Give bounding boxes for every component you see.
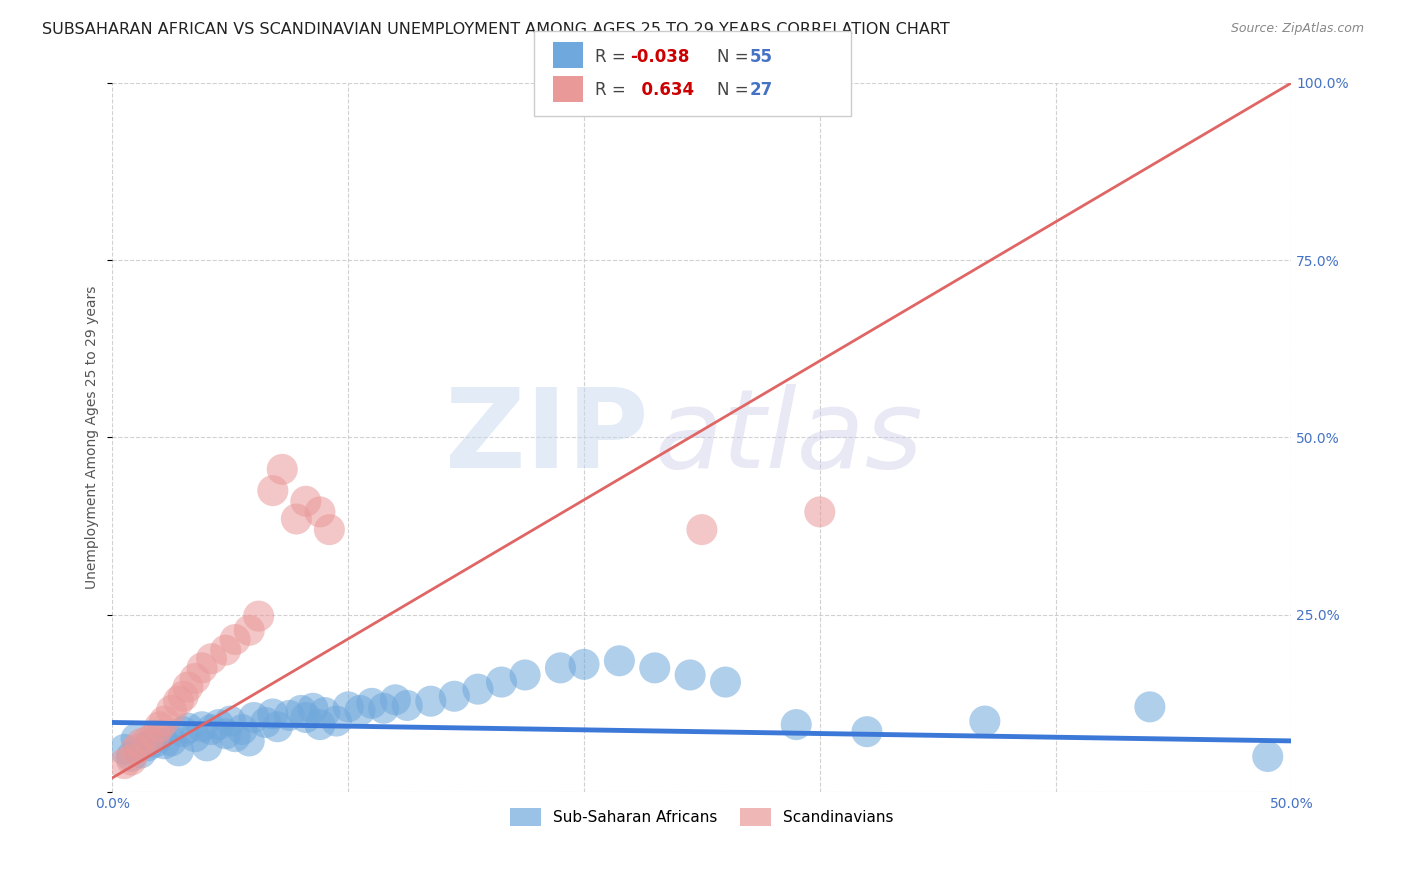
Point [973, 714, 995, 728]
Text: N =: N = [717, 48, 754, 66]
Point [679, 668, 702, 682]
Text: R =: R = [595, 81, 631, 99]
Point [200, 651, 222, 665]
Point [266, 720, 288, 734]
Point [360, 696, 382, 710]
Point [309, 505, 332, 519]
Point [856, 724, 879, 739]
Point [419, 694, 441, 708]
Point [136, 739, 159, 753]
Point [224, 730, 246, 744]
Point [184, 672, 207, 686]
Point [177, 680, 200, 694]
Point [125, 731, 148, 746]
Y-axis label: Unemployment Among Ages 25 to 29 years: Unemployment Among Ages 25 to 29 years [86, 285, 100, 589]
Point [160, 703, 183, 717]
Point [200, 723, 222, 737]
Point [143, 728, 166, 742]
Text: ZIP: ZIP [446, 384, 648, 491]
Text: 0.634: 0.634 [630, 81, 695, 99]
Point [120, 749, 142, 764]
Point [243, 710, 266, 724]
Point [172, 724, 194, 739]
Point [808, 505, 831, 519]
Point [1139, 699, 1161, 714]
Point [207, 717, 229, 731]
Point [278, 708, 301, 723]
Point [215, 643, 238, 657]
Point [550, 661, 572, 675]
Point [129, 746, 152, 760]
Text: -0.038: -0.038 [630, 48, 689, 66]
Point [309, 717, 332, 731]
Point [153, 737, 176, 751]
Point [290, 703, 312, 717]
Point [443, 690, 465, 704]
Point [467, 682, 489, 697]
Text: atlas: atlas [655, 384, 924, 491]
Point [215, 727, 238, 741]
Point [149, 720, 172, 734]
Point [120, 753, 142, 767]
Point [129, 737, 152, 751]
Point [318, 523, 340, 537]
Point [314, 706, 336, 720]
Point [254, 715, 277, 730]
Point [191, 720, 214, 734]
Point [325, 714, 347, 728]
Point [219, 714, 242, 728]
Point [125, 742, 148, 756]
Point [295, 494, 318, 508]
Point [609, 654, 631, 668]
Point [285, 512, 308, 526]
Point [167, 744, 190, 758]
Point [513, 668, 536, 682]
Point [572, 657, 595, 672]
Point [238, 734, 260, 748]
Point [160, 734, 183, 748]
Point [184, 730, 207, 744]
Point [172, 690, 194, 704]
Point [714, 675, 737, 690]
Point [224, 632, 246, 647]
Point [396, 698, 419, 713]
Legend: Sub-Saharan Africans, Scandinavians: Sub-Saharan Africans, Scandinavians [502, 800, 901, 834]
Text: 27: 27 [749, 81, 773, 99]
Point [153, 714, 176, 728]
Point [191, 661, 214, 675]
Point [785, 717, 807, 731]
Point [195, 739, 218, 753]
Point [149, 728, 172, 742]
Point [690, 523, 713, 537]
Point [491, 675, 513, 690]
Text: SUBSAHARAN AFRICAN VS SCANDINAVIAN UNEMPLOYMENT AMONG AGES 25 TO 29 YEARS CORREL: SUBSAHARAN AFRICAN VS SCANDINAVIAN UNEMP… [42, 22, 950, 37]
Point [238, 624, 260, 638]
Point [349, 703, 371, 717]
Text: N =: N = [717, 81, 754, 99]
Point [644, 661, 666, 675]
Point [337, 699, 360, 714]
Point [295, 710, 318, 724]
Point [143, 735, 166, 749]
Point [373, 701, 395, 715]
Point [136, 734, 159, 748]
Point [247, 609, 270, 624]
Point [167, 694, 190, 708]
Text: Source: ZipAtlas.com: Source: ZipAtlas.com [1230, 22, 1364, 36]
Point [384, 693, 406, 707]
Point [112, 756, 135, 771]
Point [112, 742, 135, 756]
Text: R =: R = [595, 48, 631, 66]
Point [1257, 749, 1279, 764]
Point [262, 483, 284, 498]
Text: 55: 55 [749, 48, 772, 66]
Point [231, 723, 253, 737]
Point [177, 721, 200, 735]
Point [271, 462, 294, 476]
Point [262, 706, 284, 721]
Point [302, 701, 325, 715]
